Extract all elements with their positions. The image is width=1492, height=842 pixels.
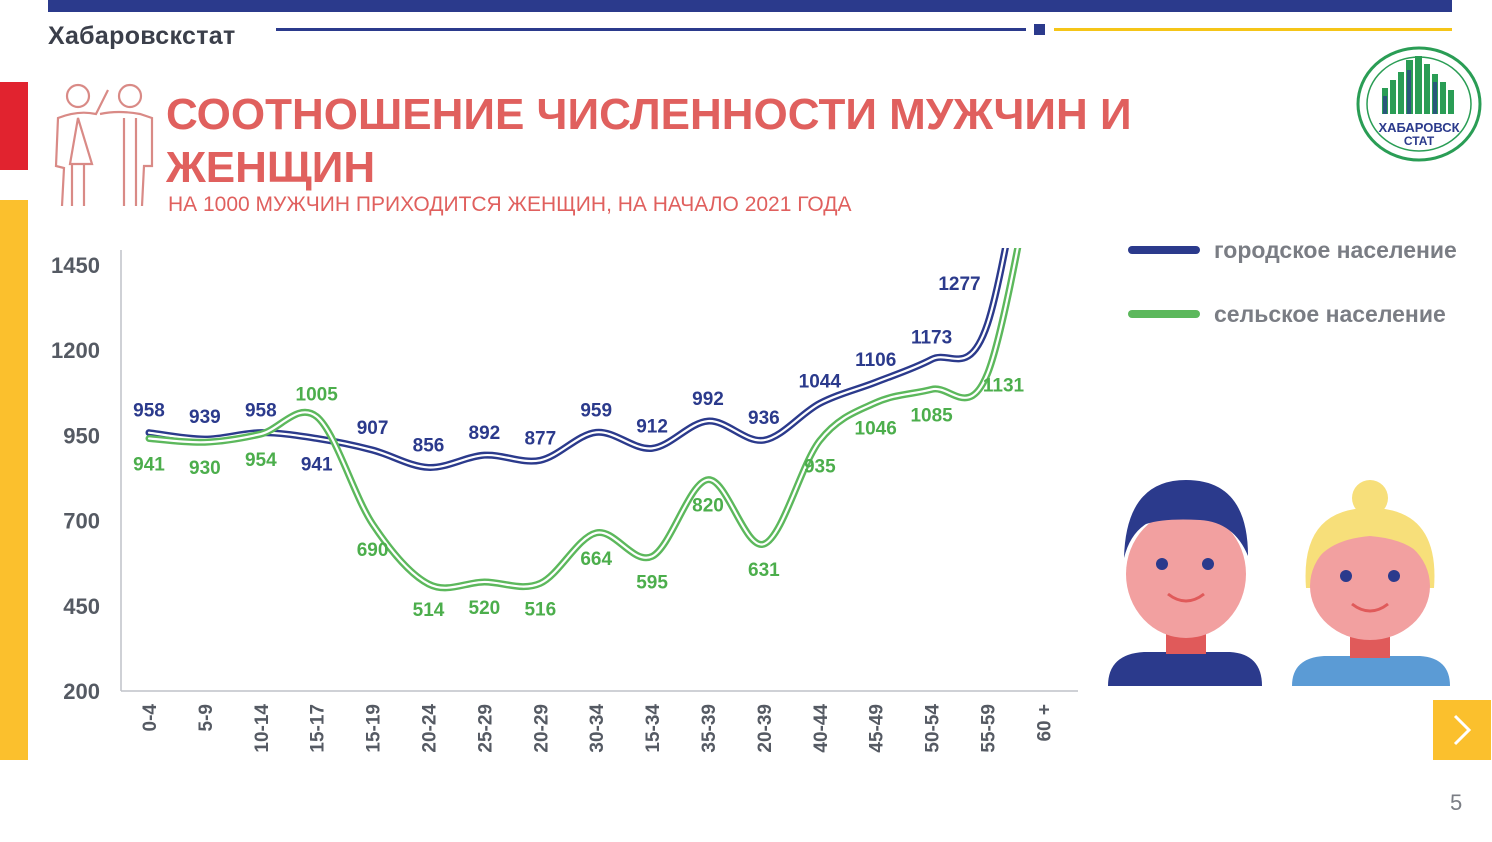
y-tick-label: 950: [63, 423, 100, 448]
data-label-urban: 992: [692, 389, 724, 410]
x-tick-label: 20-24: [420, 704, 441, 753]
data-label-rural: 954: [245, 450, 277, 471]
y-tick-label: 1450: [51, 253, 100, 278]
data-label-urban: 936: [748, 408, 780, 429]
data-label-rural: 595: [636, 572, 668, 593]
data-label-urban: 1173: [911, 327, 952, 348]
data-label-rural: 1085: [910, 405, 953, 426]
data-label-rural: 520: [469, 598, 501, 619]
data-label-rural: 935: [804, 457, 836, 478]
x-tick-label: 15-19: [364, 704, 385, 753]
legend-swatch-rural: [1128, 310, 1200, 318]
y-tick-label: 200: [63, 679, 100, 704]
page-number: 5: [1450, 790, 1463, 815]
man-woman-outline-icon: [54, 83, 154, 207]
x-tick-label: 0-4: [140, 704, 161, 732]
data-label-rural: 516: [524, 599, 556, 620]
header-rule-navy: [276, 28, 1026, 31]
x-tick-label: 15-17: [308, 704, 329, 753]
data-label-urban: 941: [301, 454, 333, 475]
x-tick-label: 60 +: [1034, 704, 1055, 742]
series-line-rural-outline: [145, 248, 1022, 592]
data-label-urban: 1044: [799, 371, 842, 392]
data-label-urban: 959: [580, 400, 612, 421]
header-rule-yellow: [1054, 28, 1452, 31]
logo-line1: ХАБАРОВСК: [1378, 120, 1459, 135]
data-label-urban: 1277: [938, 274, 980, 295]
slide-subtitle: НА 1000 МУЖЧИН ПРИХОДИТСЯ ЖЕНЩИН, НА НАЧ…: [168, 193, 852, 216]
series-line-rural: [147, 248, 1019, 589]
data-label-urban: 958: [245, 401, 277, 422]
boy-girl-faces-icon: [1108, 480, 1450, 686]
data-label-rural: 1131: [983, 376, 1025, 397]
legend-item-rural: сельское население: [1128, 300, 1446, 328]
data-label-urban: 939: [189, 407, 221, 428]
khabarovskstat-logo: ХАБАРОВСК СТАТ: [1356, 46, 1482, 162]
data-label-rural: 664: [580, 549, 612, 570]
data-label-rural: 690: [357, 540, 389, 561]
slide-title: СООТНОШЕНИЕ ЧИСЛЕННОСТИ МУЖЧИН И ЖЕНЩИН: [166, 90, 1132, 192]
x-tick-label: 5-9: [196, 704, 217, 731]
data-label-rural: 514: [413, 600, 445, 621]
data-label-urban: 907: [357, 418, 389, 439]
yellow-side-tab: [0, 200, 28, 760]
x-tick-label: 10-14: [252, 704, 273, 753]
org-name: Хабаровскстат: [48, 22, 236, 50]
x-tick-label: 40-44: [811, 704, 832, 753]
chevron-right-icon: [1453, 714, 1472, 746]
x-tick-label: 45-49: [867, 704, 888, 753]
boy-face: [1108, 480, 1262, 686]
legend-swatch-urban: [1128, 246, 1200, 254]
x-tick-label: 25-29: [475, 704, 496, 753]
series-line-urban: [147, 248, 1007, 469]
data-label-rural: 631: [748, 560, 780, 581]
red-side-tab: [0, 82, 28, 170]
data-label-rural: 930: [189, 458, 221, 479]
data-label-urban: 892: [469, 423, 501, 444]
data-label-urban: 958: [133, 401, 165, 422]
data-label-urban: 877: [524, 428, 556, 449]
x-tick-label: 20-29: [531, 704, 552, 753]
data-label-rural: 820: [692, 496, 724, 517]
y-tick-label: 1200: [51, 338, 100, 363]
x-tick-label: 55-59: [979, 704, 1000, 753]
x-tick-label: 30-34: [587, 704, 608, 753]
legend-label-rural: сельское население: [1214, 300, 1446, 327]
y-tick-label: 450: [63, 594, 100, 619]
x-tick-label: 35-39: [699, 704, 720, 753]
data-label-rural: 1005: [296, 385, 339, 406]
legend-label-urban: городское население: [1214, 236, 1457, 263]
top-bar: [48, 0, 1452, 12]
y-tick-label: 700: [63, 509, 100, 534]
data-label-rural: 1046: [855, 419, 897, 440]
data-label-urban: 912: [636, 416, 668, 437]
girl-face: [1292, 480, 1450, 686]
x-tick-label: 50-54: [923, 704, 944, 753]
x-tick-label: 20-39: [755, 704, 776, 753]
data-label-rural: 941: [133, 454, 165, 475]
data-label-urban: 856: [413, 435, 445, 456]
legend-item-urban: городское население: [1128, 236, 1457, 264]
x-tick-label: 15-34: [643, 704, 664, 753]
data-label-urban: 1106: [855, 350, 896, 371]
next-slide-button[interactable]: [1433, 700, 1491, 760]
header-square: [1034, 24, 1045, 35]
logo-line2: СТАТ: [1404, 134, 1435, 148]
